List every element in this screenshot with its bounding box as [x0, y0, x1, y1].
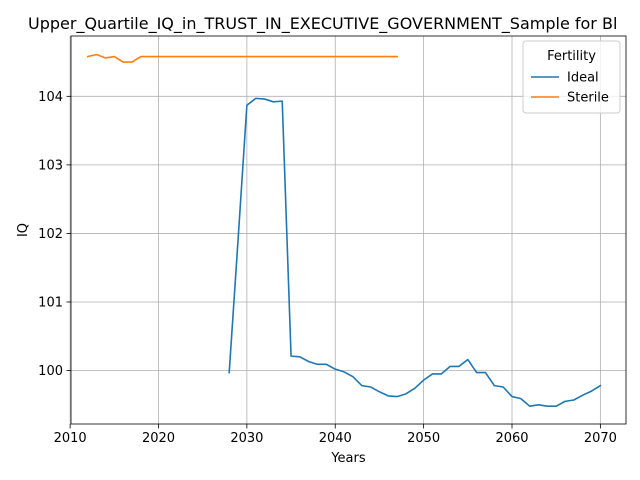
- series-line-ideal: [228, 97, 602, 407]
- legend-entries: Ideal Sterile: [531, 71, 609, 106]
- legend-title: Fertility: [547, 49, 596, 64]
- y-tick-label: 104: [38, 90, 63, 105]
- grid-lines: [69, 36, 626, 424]
- x-tick-label: 2020: [142, 431, 175, 446]
- x-tick-label: 2030: [230, 431, 263, 446]
- y-tick-label: 103: [38, 158, 63, 173]
- x-tick-label: 2010: [54, 431, 87, 446]
- x-tick-label: 2050: [407, 431, 440, 446]
- legend-box: [522, 40, 621, 114]
- x-tick-label: 2040: [319, 431, 352, 446]
- series-line-sterile: [86, 53, 398, 63]
- legend-label-sterile: Sterile: [567, 91, 609, 106]
- chart-title: Upper_Quartile_IQ_in_TRUST_IN_EXECUTIVE_…: [28, 14, 617, 34]
- y-tick-label: 102: [38, 227, 63, 242]
- y-tick-label: 101: [38, 295, 63, 310]
- x-tick-label: 2060: [495, 431, 528, 446]
- x-tick-label: 2070: [584, 431, 617, 446]
- plot-frame: [70, 35, 627, 425]
- x-axis-label: Years: [330, 451, 366, 466]
- axis-ticks: 2010 2020 2030 2040 2050 2060 2070 100 101 102 103…: [38, 90, 617, 446]
- series-lines: [86, 53, 602, 407]
- y-axis-label: IQ: [16, 223, 31, 237]
- y-tick-label: 100: [38, 364, 63, 379]
- legend: Fertility Ideal Sterile: [522, 40, 621, 114]
- legend-label-ideal: Ideal: [567, 71, 599, 86]
